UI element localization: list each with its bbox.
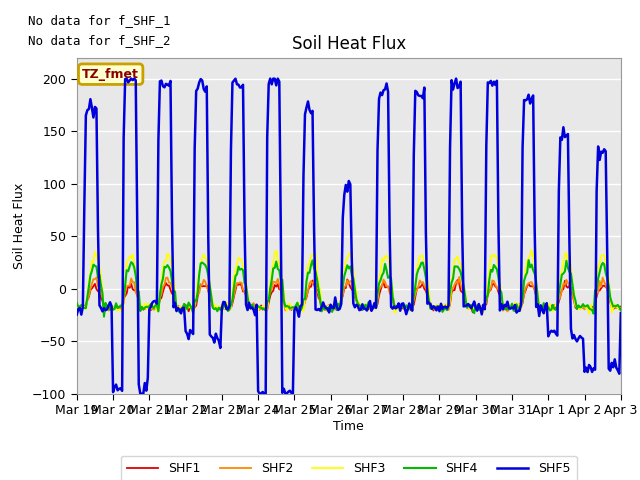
SHF1 — [554, 304, 561, 310]
SHF2 — [413, 287, 420, 293]
SHF4 — [176, 310, 184, 315]
SHF5 — [617, 310, 625, 316]
SHF2 — [455, 274, 463, 280]
SHF3 — [552, 302, 559, 308]
Line: SHF4: SHF4 — [77, 260, 621, 317]
SHF5 — [123, 76, 131, 82]
SHF3 — [401, 306, 408, 312]
Line: SHF1: SHF1 — [77, 279, 621, 312]
SHF4 — [384, 275, 392, 281]
Line: SHF3: SHF3 — [77, 250, 621, 314]
SHF2 — [383, 284, 390, 289]
Text: No data for f_SHF_1: No data for f_SHF_1 — [28, 14, 170, 27]
SHF1 — [415, 285, 422, 290]
SHF1 — [73, 304, 81, 310]
SHF2 — [554, 302, 561, 308]
SHF4 — [100, 314, 108, 320]
SHF4 — [617, 308, 625, 313]
SHF5 — [416, 93, 424, 99]
SHF1 — [344, 276, 351, 282]
SHF3 — [413, 270, 420, 276]
X-axis label: Time: Time — [333, 420, 364, 433]
Text: No data for f_SHF_2: No data for f_SHF_2 — [28, 34, 170, 47]
SHF4 — [403, 302, 410, 308]
SHF2 — [174, 303, 182, 309]
SHF3 — [383, 253, 390, 259]
Title: Soil Heat Flux: Soil Heat Flux — [292, 35, 406, 53]
SHF5 — [386, 226, 394, 231]
SHF2 — [88, 281, 96, 287]
SHF4 — [415, 267, 422, 273]
Text: TZ_fmet: TZ_fmet — [82, 68, 139, 81]
SHF5 — [88, 105, 96, 110]
Legend: SHF1, SHF2, SHF3, SHF4, SHF5: SHF1, SHF2, SHF3, SHF4, SHF5 — [121, 456, 577, 480]
SHF5 — [136, 391, 144, 396]
Line: SHF5: SHF5 — [77, 79, 621, 394]
SHF3 — [528, 247, 536, 253]
SHF3 — [585, 311, 593, 317]
SHF5 — [177, 311, 185, 316]
SHF4 — [88, 268, 96, 274]
SHF1 — [174, 303, 182, 309]
Line: SHF2: SHF2 — [77, 277, 621, 312]
SHF1 — [403, 305, 410, 311]
SHF3 — [174, 308, 182, 314]
SHF5 — [404, 307, 412, 312]
SHF2 — [401, 307, 408, 312]
SHF1 — [617, 304, 625, 310]
SHF2 — [73, 302, 81, 308]
SHF2 — [617, 307, 625, 313]
SHF3 — [617, 305, 625, 311]
SHF1 — [88, 286, 96, 291]
SHF3 — [73, 308, 81, 313]
SHF2 — [504, 309, 511, 314]
SHF5 — [554, 333, 561, 338]
SHF3 — [88, 258, 96, 264]
Y-axis label: Soil Heat Flux: Soil Heat Flux — [13, 182, 26, 269]
SHF1 — [469, 310, 477, 315]
SHF4 — [73, 300, 81, 306]
SHF4 — [525, 257, 532, 263]
SHF1 — [384, 284, 392, 289]
SHF5 — [73, 312, 81, 317]
SHF4 — [554, 303, 561, 309]
